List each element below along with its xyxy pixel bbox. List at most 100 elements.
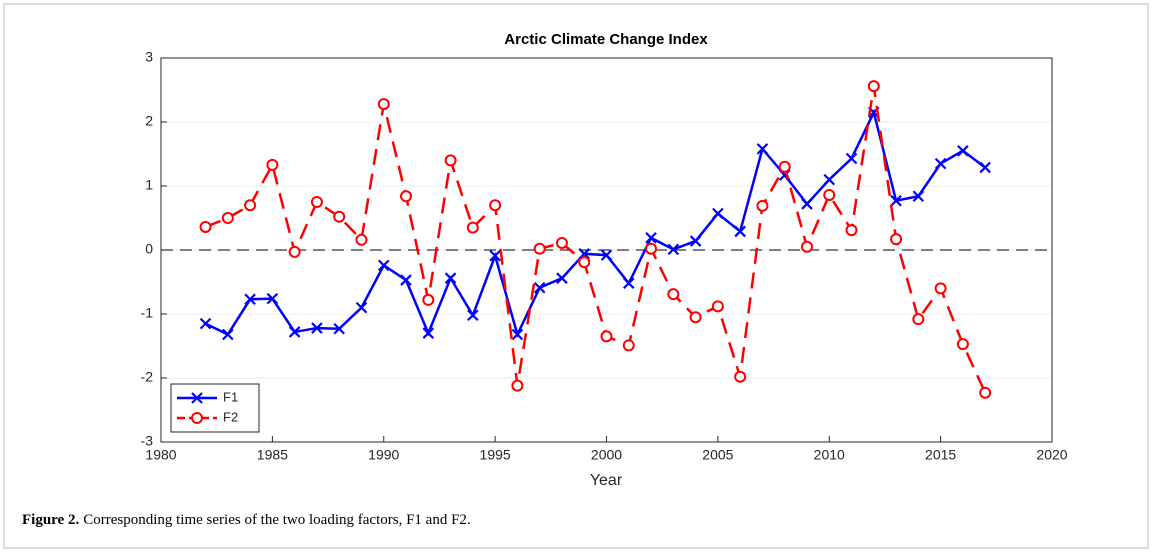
x-tick-label: 2000: [591, 447, 622, 463]
y-tick-label: 2: [145, 113, 153, 129]
marker: [845, 152, 858, 165]
marker: [533, 281, 546, 294]
marker: [600, 330, 613, 343]
marker: [734, 225, 746, 238]
x-tick-label: 2015: [925, 447, 956, 463]
marker: [778, 160, 791, 173]
marker: [622, 277, 635, 290]
marker: [244, 199, 257, 212]
plot-frame: [160, 57, 1053, 443]
legend-label: F1: [223, 389, 238, 404]
marker: [444, 154, 457, 167]
y-tick-label: -1: [141, 305, 154, 321]
marker: [645, 242, 658, 255]
legend-marker: [191, 412, 203, 424]
marker: [823, 173, 836, 186]
marker: [600, 249, 613, 261]
x-tick-label: 2010: [814, 447, 845, 463]
figure-frame: [3, 3, 1149, 549]
marker: [934, 282, 947, 295]
marker: [912, 313, 925, 326]
marker: [266, 158, 279, 171]
x-axis-label: Year: [590, 472, 623, 489]
x-tick-label: 2005: [702, 447, 733, 463]
marker: [645, 232, 657, 244]
x-tick-label: 1995: [480, 447, 511, 463]
marker: [756, 199, 769, 212]
marker: [667, 243, 680, 256]
marker: [333, 322, 345, 335]
marker: [800, 240, 813, 253]
marker: [355, 301, 368, 314]
marker: [867, 80, 880, 93]
y-tick-label: 0: [145, 241, 153, 257]
y-tick-label: 1: [145, 177, 153, 193]
x-tick-label: 1985: [257, 447, 288, 463]
marker: [288, 326, 301, 338]
marker: [444, 272, 457, 284]
marker: [221, 212, 234, 224]
series-line: [205, 108, 986, 339]
y-tick-label: 3: [145, 49, 153, 65]
marker: [244, 293, 256, 306]
chart-title: Arctic Climate Change Index: [504, 31, 708, 48]
marker: [890, 233, 903, 246]
marker: [823, 188, 836, 201]
marker: [288, 245, 301, 258]
marker: [555, 236, 568, 249]
marker: [890, 194, 902, 207]
marker: [355, 233, 368, 246]
marker: [712, 207, 724, 220]
marker: [801, 198, 813, 210]
marker: [489, 199, 502, 212]
legend-label: F2: [223, 409, 238, 424]
marker: [979, 386, 992, 399]
marker: [467, 309, 479, 322]
marker: [689, 311, 702, 324]
marker: [756, 143, 769, 155]
y-tick-label: -2: [141, 369, 154, 385]
marker: [622, 339, 635, 352]
marker: [957, 145, 969, 157]
x-tick-label: 1990: [368, 447, 399, 463]
marker: [199, 317, 212, 330]
caption-label: Figure 2.: [22, 512, 79, 528]
marker: [311, 322, 323, 334]
marker: [711, 300, 724, 313]
caption: Figure 2. Corresponding time series of th…: [22, 512, 471, 528]
marker: [689, 235, 702, 247]
marker: [556, 272, 568, 284]
marker: [956, 338, 969, 351]
marker: [400, 190, 413, 203]
marker: [845, 224, 858, 237]
y-tick-label: -3: [141, 433, 154, 449]
marker: [667, 288, 680, 301]
marker: [422, 327, 435, 339]
x-tick-label: 2020: [1036, 447, 1067, 463]
marker: [377, 98, 390, 111]
marker: [377, 259, 390, 272]
marker: [400, 274, 412, 286]
marker: [934, 157, 947, 170]
legend-box: [170, 383, 260, 433]
legend-marker: [191, 392, 203, 404]
marker: [578, 256, 591, 269]
marker: [533, 242, 546, 255]
marker: [489, 249, 501, 262]
marker: [199, 220, 212, 233]
marker: [912, 190, 925, 203]
marker: [310, 196, 323, 208]
marker: [333, 210, 346, 223]
marker: [266, 292, 279, 305]
marker: [466, 221, 479, 234]
marker: [511, 379, 524, 392]
x-tick-label: 1980: [145, 447, 176, 463]
caption-text: Corresponding time series of the two loa…: [83, 512, 470, 528]
marker: [222, 328, 234, 341]
marker: [511, 328, 524, 341]
marker: [734, 370, 747, 383]
marker: [979, 161, 991, 174]
marker: [422, 293, 435, 306]
